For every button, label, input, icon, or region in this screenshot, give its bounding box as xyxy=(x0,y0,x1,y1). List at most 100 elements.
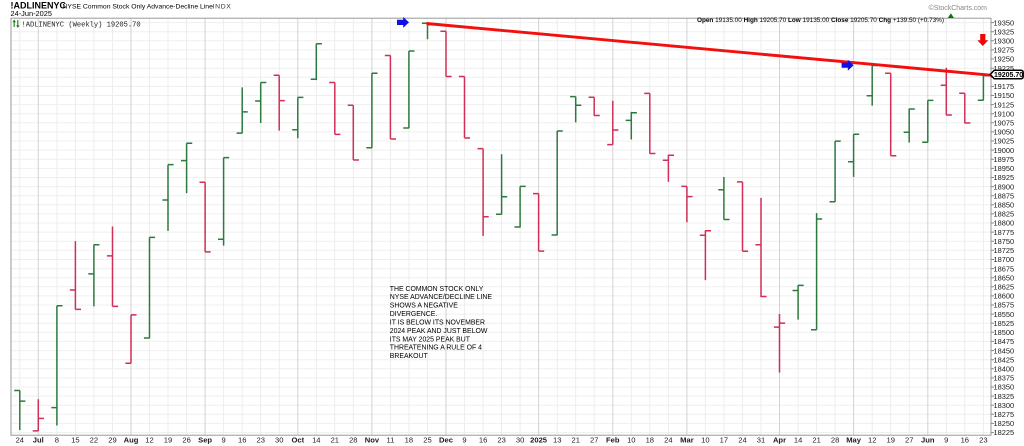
svg-text:Dec: Dec xyxy=(439,436,453,445)
svg-text:2024 PEAK AND JUST BELOW: 2024 PEAK AND JUST BELOW xyxy=(390,328,488,335)
svg-text:!ADLINENYC (Weekly) 19205.70: !ADLINENYC (Weekly) 19205.70 xyxy=(22,21,141,29)
svg-text:18725: 18725 xyxy=(994,246,1015,255)
svg-text:18925: 18925 xyxy=(994,173,1015,182)
svg-text:Apr: Apr xyxy=(773,436,786,445)
svg-text:Mar: Mar xyxy=(680,436,694,445)
svg-text:19275: 19275 xyxy=(994,46,1015,55)
svg-text:18650: 18650 xyxy=(994,273,1015,282)
svg-text:30: 30 xyxy=(275,436,283,445)
svg-text:28: 28 xyxy=(349,436,357,445)
svg-text:18325: 18325 xyxy=(994,392,1015,401)
svg-text:18825: 18825 xyxy=(994,210,1015,219)
svg-text:Aug: Aug xyxy=(124,436,139,445)
svg-text:24-Jun-2025: 24-Jun-2025 xyxy=(11,9,53,18)
svg-text:19250: 19250 xyxy=(994,55,1015,64)
svg-text:18400: 18400 xyxy=(994,365,1015,374)
svg-text:19150: 19150 xyxy=(994,91,1015,100)
svg-text:NYSE ADVANCE/DECLINE LINE: NYSE ADVANCE/DECLINE LINE xyxy=(390,294,493,301)
svg-text:Jun: Jun xyxy=(921,436,935,445)
svg-text:18450: 18450 xyxy=(994,346,1015,355)
svg-text:Open 19135.00 High 19205.70 Lo: Open 19135.00 High 19205.70 Low 19135.00… xyxy=(697,17,944,24)
svg-text:19000: 19000 xyxy=(994,146,1015,155)
svg-text:18600: 18600 xyxy=(994,292,1015,301)
svg-text:19175: 19175 xyxy=(994,82,1015,91)
svg-text:18500: 18500 xyxy=(994,328,1015,337)
svg-text:18800: 18800 xyxy=(994,219,1015,228)
svg-text:29: 29 xyxy=(108,436,116,445)
svg-text:30: 30 xyxy=(516,436,524,445)
svg-text:21: 21 xyxy=(812,436,820,445)
svg-text:18575: 18575 xyxy=(994,301,1015,310)
svg-text:18: 18 xyxy=(405,436,413,445)
svg-text:NYSE Common Stock Only Advance: NYSE Common Stock Only Advance-Decline L… xyxy=(63,4,214,11)
svg-text:19: 19 xyxy=(886,436,894,445)
svg-text:10: 10 xyxy=(627,436,635,445)
svg-text:19325: 19325 xyxy=(994,27,1015,36)
svg-text:16: 16 xyxy=(961,436,969,445)
svg-text:!ADLINENYC: !ADLINENYC xyxy=(11,1,67,11)
svg-text:12: 12 xyxy=(145,436,153,445)
svg-text:15: 15 xyxy=(71,436,79,445)
svg-text:19300: 19300 xyxy=(994,37,1015,46)
svg-text:18250: 18250 xyxy=(994,419,1015,428)
svg-text:31: 31 xyxy=(757,436,765,445)
svg-text:18900: 18900 xyxy=(994,182,1015,191)
svg-text:19350: 19350 xyxy=(994,18,1015,27)
svg-text:Feb: Feb xyxy=(606,436,620,445)
svg-text:21: 21 xyxy=(571,436,579,445)
svg-text:18775: 18775 xyxy=(994,228,1015,237)
svg-text:18850: 18850 xyxy=(994,201,1015,210)
svg-text:19125: 19125 xyxy=(994,100,1015,109)
svg-text:SHOWS A NEGATIVE: SHOWS A NEGATIVE xyxy=(390,303,458,310)
svg-text:27: 27 xyxy=(905,436,913,445)
svg-text:19075: 19075 xyxy=(994,119,1015,128)
svg-text:18: 18 xyxy=(646,436,654,445)
svg-text:22: 22 xyxy=(90,436,98,445)
svg-text:Jul: Jul xyxy=(33,436,44,445)
svg-text:24: 24 xyxy=(16,436,24,445)
svg-text:11: 11 xyxy=(386,436,394,445)
svg-text:16: 16 xyxy=(238,436,246,445)
svg-text:23: 23 xyxy=(979,436,987,445)
svg-text:19: 19 xyxy=(164,436,172,445)
svg-text:19050: 19050 xyxy=(994,128,1015,137)
svg-text:16: 16 xyxy=(479,436,487,445)
svg-text:18425: 18425 xyxy=(994,355,1015,364)
svg-text:ITS MAY 2025 PEAK BUT: ITS MAY 2025 PEAK BUT xyxy=(390,336,471,343)
svg-text:Nov: Nov xyxy=(365,436,380,445)
svg-text:19205.70: 19205.70 xyxy=(994,72,1023,79)
svg-text:9: 9 xyxy=(944,436,948,445)
svg-text:Sep: Sep xyxy=(198,436,212,445)
svg-text:23: 23 xyxy=(497,436,505,445)
svg-text:13: 13 xyxy=(553,436,561,445)
svg-text:25: 25 xyxy=(423,436,431,445)
svg-text:IT IS BELOW ITS NOVEMBER: IT IS BELOW ITS NOVEMBER xyxy=(390,320,485,327)
svg-text:18275: 18275 xyxy=(994,410,1015,419)
svg-text:THE COMMON STOCK ONLY: THE COMMON STOCK ONLY xyxy=(390,286,484,293)
svg-text:May: May xyxy=(846,436,862,445)
svg-text:19225: 19225 xyxy=(994,64,1015,73)
svg-text:18475: 18475 xyxy=(994,337,1015,346)
svg-text:12: 12 xyxy=(868,436,876,445)
svg-text:18225: 18225 xyxy=(994,428,1015,437)
svg-text:21: 21 xyxy=(331,436,339,445)
svg-text:14: 14 xyxy=(312,436,320,445)
svg-text:18750: 18750 xyxy=(994,237,1015,246)
svg-text:18950: 18950 xyxy=(994,164,1015,173)
svg-text:19100: 19100 xyxy=(994,109,1015,118)
svg-text:18300: 18300 xyxy=(994,401,1015,410)
svg-text:18625: 18625 xyxy=(994,283,1015,292)
svg-text:18975: 18975 xyxy=(994,155,1015,164)
svg-text:17: 17 xyxy=(720,436,728,445)
svg-text:18875: 18875 xyxy=(994,191,1015,200)
svg-text:10: 10 xyxy=(701,436,709,445)
svg-text:14: 14 xyxy=(794,436,802,445)
svg-text:27: 27 xyxy=(590,436,598,445)
svg-text:THREATENING A RULE OF 4: THREATENING A RULE OF 4 xyxy=(390,345,482,352)
svg-text:24: 24 xyxy=(664,436,672,445)
svg-text:Oct: Oct xyxy=(291,436,304,445)
svg-text:28: 28 xyxy=(831,436,839,445)
svg-text:8: 8 xyxy=(55,436,59,445)
svg-text:23: 23 xyxy=(256,436,264,445)
svg-text:18700: 18700 xyxy=(994,255,1015,264)
